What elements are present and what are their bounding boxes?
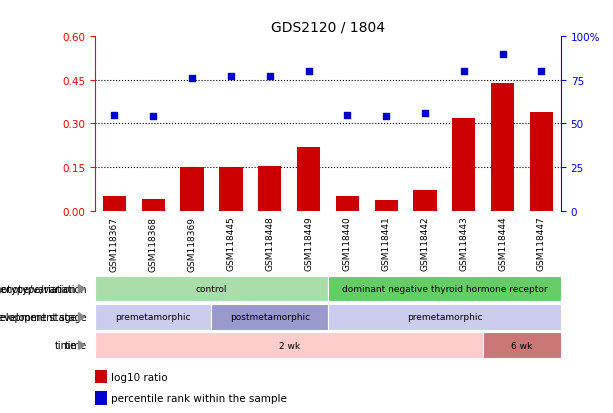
Text: genotype/variation: genotype/variation <box>0 284 77 294</box>
Bar <box>413 191 436 211</box>
Bar <box>211 304 328 330</box>
Polygon shape <box>78 341 85 349</box>
Text: time: time <box>64 340 86 350</box>
Text: GSM118449: GSM118449 <box>304 216 313 271</box>
Point <box>381 114 391 121</box>
Text: GSM118441: GSM118441 <box>382 216 390 271</box>
Bar <box>95 370 107 383</box>
Text: time: time <box>55 340 77 350</box>
Point <box>343 112 352 119</box>
Bar <box>219 168 243 211</box>
Bar <box>95 332 483 358</box>
Point <box>110 112 120 119</box>
Polygon shape <box>78 313 85 321</box>
Bar <box>258 166 281 211</box>
Text: GSM118448: GSM118448 <box>265 216 274 271</box>
Text: GSM118367: GSM118367 <box>110 216 119 271</box>
Text: GSM118443: GSM118443 <box>459 216 468 271</box>
Bar <box>95 276 328 302</box>
Bar <box>142 199 165 211</box>
Point <box>148 114 158 121</box>
Text: GSM118368: GSM118368 <box>149 216 158 271</box>
Point <box>265 74 275 81</box>
Bar <box>297 147 320 211</box>
Text: control: control <box>196 285 227 294</box>
Bar <box>491 83 514 211</box>
Point <box>536 69 546 75</box>
Point <box>303 69 313 75</box>
Text: development stage: development stage <box>0 312 77 322</box>
Text: percentile rank within the sample: percentile rank within the sample <box>112 394 287 404</box>
Bar <box>375 201 398 211</box>
Text: dominant negative thyroid hormone receptor: dominant negative thyroid hormone recept… <box>341 285 547 294</box>
Bar <box>328 304 561 330</box>
Bar <box>328 276 561 302</box>
Text: GSM118442: GSM118442 <box>421 216 430 271</box>
Text: genotype/variation: genotype/variation <box>0 284 86 294</box>
Bar <box>180 168 204 211</box>
Text: premetamorphic: premetamorphic <box>406 313 482 322</box>
Text: premetamorphic: premetamorphic <box>115 313 191 322</box>
Text: GSM118369: GSM118369 <box>188 216 197 271</box>
Text: GSM118447: GSM118447 <box>537 216 546 271</box>
Bar <box>95 392 107 405</box>
Point <box>420 110 430 117</box>
Bar <box>95 304 211 330</box>
Text: postmetamorphic: postmetamorphic <box>230 313 310 322</box>
Text: 2 wk: 2 wk <box>278 341 300 350</box>
Bar <box>483 332 561 358</box>
Text: GSM118445: GSM118445 <box>226 216 235 271</box>
Text: log10 ratio: log10 ratio <box>112 372 168 382</box>
Bar <box>103 197 126 211</box>
Text: GSM118440: GSM118440 <box>343 216 352 271</box>
Point <box>187 76 197 82</box>
Point <box>459 69 469 75</box>
Point <box>498 51 508 58</box>
Text: 6 wk: 6 wk <box>511 341 533 350</box>
Bar <box>530 112 553 211</box>
Text: development stage: development stage <box>0 312 86 322</box>
Bar <box>336 197 359 211</box>
Polygon shape <box>78 285 85 293</box>
Text: GSM118444: GSM118444 <box>498 216 507 271</box>
Bar <box>452 118 476 211</box>
Point <box>226 74 236 81</box>
Title: GDS2120 / 1804: GDS2120 / 1804 <box>271 21 385 35</box>
